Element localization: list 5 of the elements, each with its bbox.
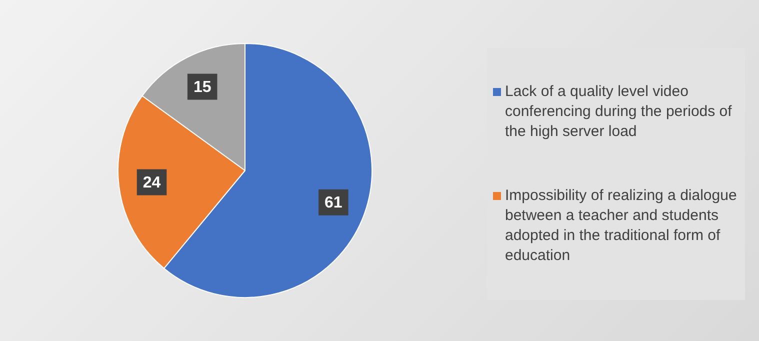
legend-label: Lack of a quality level video conferencing during the periods of the high server load xyxy=(505,82,733,142)
data-label: 15 xyxy=(193,79,212,96)
data-label: 61 xyxy=(324,194,342,212)
legend-label: Impossibility of realizing a dialogue between a teacher and students adopted in the traditional form of education xyxy=(505,186,738,266)
data-label: 24 xyxy=(142,174,161,192)
